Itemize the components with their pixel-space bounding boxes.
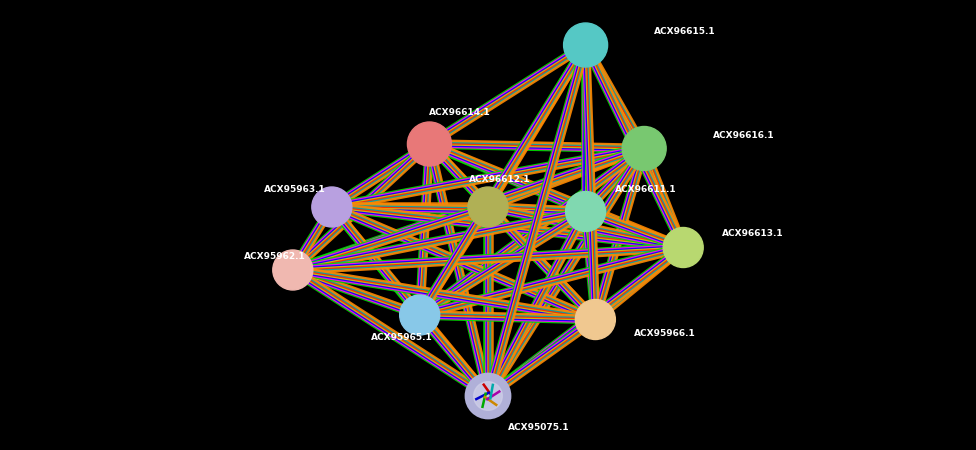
Text: ACX96615.1: ACX96615.1 xyxy=(654,27,715,36)
Circle shape xyxy=(466,374,510,418)
Text: ACX96614.1: ACX96614.1 xyxy=(429,108,491,117)
Text: ACX95966.1: ACX95966.1 xyxy=(634,328,696,338)
Circle shape xyxy=(622,126,667,171)
Text: ACX96616.1: ACX96616.1 xyxy=(712,130,774,140)
Text: ACX95963.1: ACX95963.1 xyxy=(264,184,325,194)
Circle shape xyxy=(273,250,312,290)
Circle shape xyxy=(407,122,452,166)
Text: ACX96612.1: ACX96612.1 xyxy=(468,176,530,184)
Circle shape xyxy=(576,300,615,339)
Circle shape xyxy=(664,228,703,267)
Circle shape xyxy=(312,187,351,227)
Circle shape xyxy=(473,382,503,410)
Text: ACX95965.1: ACX95965.1 xyxy=(371,333,432,342)
Circle shape xyxy=(566,192,605,231)
Circle shape xyxy=(563,23,608,67)
Text: ACX96611.1: ACX96611.1 xyxy=(615,184,676,194)
Text: ACX96613.1: ACX96613.1 xyxy=(722,230,784,238)
Text: ACX95075.1: ACX95075.1 xyxy=(508,423,569,432)
Circle shape xyxy=(468,187,508,227)
Text: ACX95962.1: ACX95962.1 xyxy=(244,252,305,261)
Circle shape xyxy=(400,295,439,335)
